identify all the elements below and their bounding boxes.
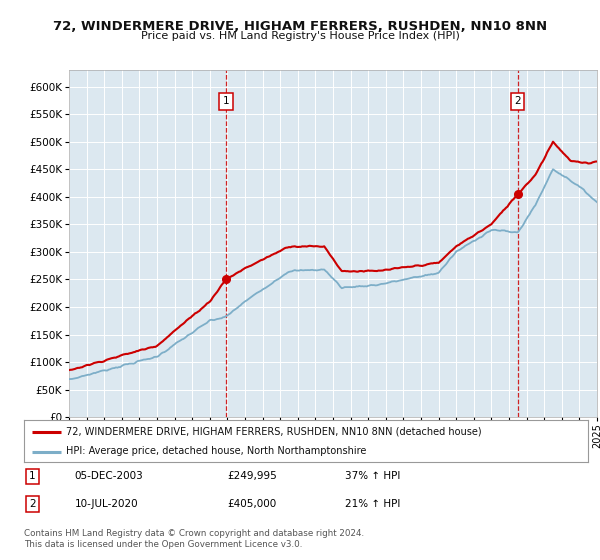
Text: 1: 1 (223, 96, 229, 106)
Text: HPI: Average price, detached house, North Northamptonshire: HPI: Average price, detached house, Nort… (66, 446, 367, 456)
Text: 72, WINDERMERE DRIVE, HIGHAM FERRERS, RUSHDEN, NN10 8NN (detached house): 72, WINDERMERE DRIVE, HIGHAM FERRERS, RU… (66, 427, 482, 437)
Text: 72, WINDERMERE DRIVE, HIGHAM FERRERS, RUSHDEN, NN10 8NN: 72, WINDERMERE DRIVE, HIGHAM FERRERS, RU… (53, 20, 547, 32)
Text: Contains HM Land Registry data © Crown copyright and database right 2024.
This d: Contains HM Land Registry data © Crown c… (24, 529, 364, 549)
Text: 37% ↑ HPI: 37% ↑ HPI (346, 472, 401, 482)
Text: 10-JUL-2020: 10-JUL-2020 (75, 500, 139, 509)
Text: 1: 1 (29, 472, 36, 482)
Text: 2: 2 (29, 500, 36, 509)
Text: £249,995: £249,995 (227, 472, 277, 482)
Text: Price paid vs. HM Land Registry's House Price Index (HPI): Price paid vs. HM Land Registry's House … (140, 31, 460, 41)
Text: 05-DEC-2003: 05-DEC-2003 (75, 472, 143, 482)
Text: 21% ↑ HPI: 21% ↑ HPI (346, 500, 401, 509)
Text: 2: 2 (514, 96, 521, 106)
Text: £405,000: £405,000 (227, 500, 276, 509)
